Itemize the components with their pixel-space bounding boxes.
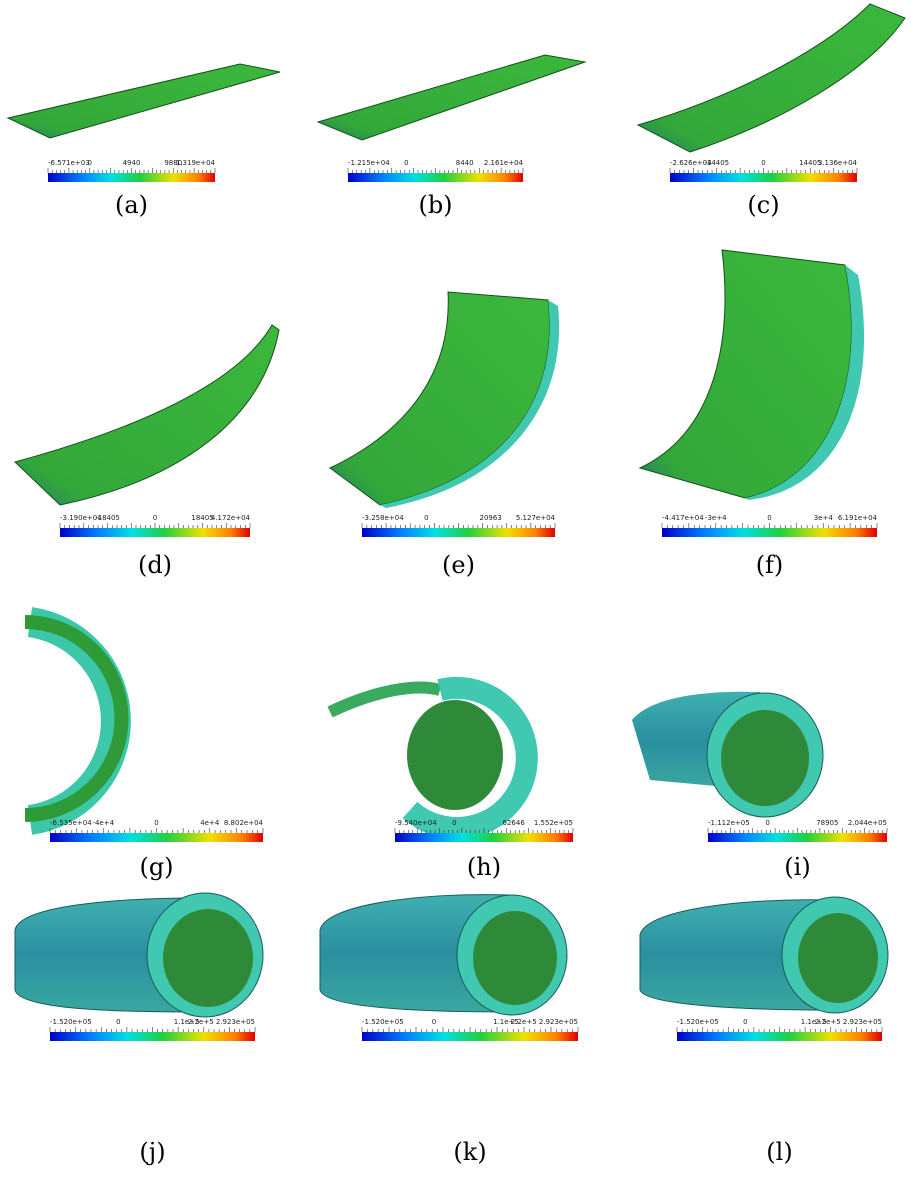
mesh (721, 710, 809, 806)
colorbar-label: 4.172e+04 (211, 514, 251, 522)
colorbar-label: 2.2e+5 2.923e+05 (511, 1018, 578, 1026)
colorbar-label: 2.2e+5 2.923e+05 (188, 1018, 255, 1026)
colorbar (48, 173, 215, 182)
panel: -9.540e+04 0 62646 1.552e+05 (h) (330, 688, 573, 881)
mesh (330, 688, 440, 712)
colorbar-label: 20963 (480, 514, 502, 522)
colorbar-label: 2.044e+05 (848, 819, 887, 827)
figure: -6.571e+030494098801.319e+04(a)-1.215e+0… (0, 0, 911, 1186)
colorbar-label: -4e+4 (92, 819, 114, 827)
colorbar-label: 2.161e+04 (484, 159, 524, 167)
colorbar (362, 528, 555, 537)
colorbar-label: -1.112e+05 (708, 819, 750, 827)
mesh (798, 913, 878, 1003)
caption: (i) (784, 853, 810, 881)
colorbar-label: -1.520e+05 (362, 1018, 404, 1026)
colorbar-label: 0 (88, 159, 92, 167)
colorbar-label: 0 (116, 1018, 120, 1026)
colorbar (708, 833, 887, 842)
colorbar-label: -1.215e+04 (348, 159, 390, 167)
colorbar-label: 78905 (816, 819, 838, 827)
colorbar-label: -1.520e+05 (50, 1018, 92, 1026)
colorbar (50, 833, 263, 842)
colorbar-label: 2.2e+5 2.923e+05 (815, 1018, 882, 1026)
mesh (15, 325, 279, 505)
colorbar-label: 0 (424, 514, 428, 522)
colorbar-label: -3e+4 (705, 514, 727, 522)
panel: -3.258e+04 0 20963 5.127e+04 (e) (330, 292, 559, 579)
colorbar-label: 0 (404, 159, 408, 167)
colorbar-label: -18405 (95, 514, 120, 522)
colorbar-label: -6.535e+04 (50, 819, 92, 827)
colorbar-label: 0 (452, 819, 456, 827)
caption: (c) (747, 191, 779, 219)
caption: (g) (139, 853, 173, 881)
panel: -1.112e+05 0 78905 2.044e+05 (i) (632, 692, 887, 881)
colorbar-label: -3.258e+04 (362, 514, 404, 522)
colorbar-label: -4.417e+04 (662, 514, 704, 522)
caption: (d) (138, 551, 172, 579)
caption: (b) (418, 191, 452, 219)
colorbar-label: 62646 (503, 819, 526, 827)
mesh (638, 4, 905, 152)
colorbar (50, 1032, 255, 1041)
panel: -6.535e+04-4e+4 0 4e+4 8.802e+04 (g) (25, 622, 264, 881)
colorbar-label: 3.136e+04 (818, 159, 858, 167)
mesh (318, 55, 585, 140)
colorbar (348, 173, 523, 182)
mesh (473, 911, 557, 1005)
mesh (163, 909, 253, 1007)
colorbar-label: 8.802e+04 (224, 819, 264, 827)
colorbar-label: 6.191e+04 (838, 514, 878, 522)
colorbar (670, 173, 857, 182)
panel: -4.417e+04-3e+4 0 3e+4 6.191e+04 (f) (640, 250, 878, 579)
colorbar-label: 4940 (123, 159, 141, 167)
colorbar-label: -14405 (704, 159, 729, 167)
caption: (j) (139, 1138, 165, 1166)
colorbar-label: 1.319e+04 (176, 159, 216, 167)
colorbar (677, 1032, 882, 1041)
colorbar-label: 5.127e+04 (516, 514, 556, 522)
colorbar-label: 8440 (456, 159, 474, 167)
colorbar (395, 833, 573, 842)
caption: (h) (467, 853, 501, 881)
colorbar-label: 0 (767, 514, 771, 522)
colorbar-label: 0 (432, 1018, 436, 1026)
colorbar (60, 528, 250, 537)
mesh (330, 292, 550, 505)
colorbar-label: 1.552e+05 (534, 819, 573, 827)
panel: -1.215e+04 0 8440 2.161e+04 (b) (318, 55, 585, 219)
caption: (f) (756, 551, 784, 579)
colorbar-label: -9.540e+04 (395, 819, 437, 827)
colorbar (662, 528, 877, 537)
colorbar-label: 0 (154, 819, 158, 827)
caption: (e) (442, 551, 475, 579)
colorbar-label: -6.571e+03 (48, 159, 90, 167)
colorbar-label: 0 (765, 819, 769, 827)
colorbar-label: 0 (153, 514, 157, 522)
colorbar-label: 0 (761, 159, 765, 167)
mesh (407, 700, 503, 810)
caption: (l) (766, 1138, 792, 1166)
mesh (8, 64, 280, 138)
colorbar-label: 0 (743, 1018, 747, 1026)
colorbar-label: -1.520e+05 (677, 1018, 719, 1026)
caption: (a) (115, 191, 148, 219)
colorbar-label: 4e+4 (200, 819, 220, 827)
colorbar-label: 3e+4 (814, 514, 834, 522)
colorbar (362, 1032, 578, 1041)
caption: (k) (453, 1138, 486, 1166)
